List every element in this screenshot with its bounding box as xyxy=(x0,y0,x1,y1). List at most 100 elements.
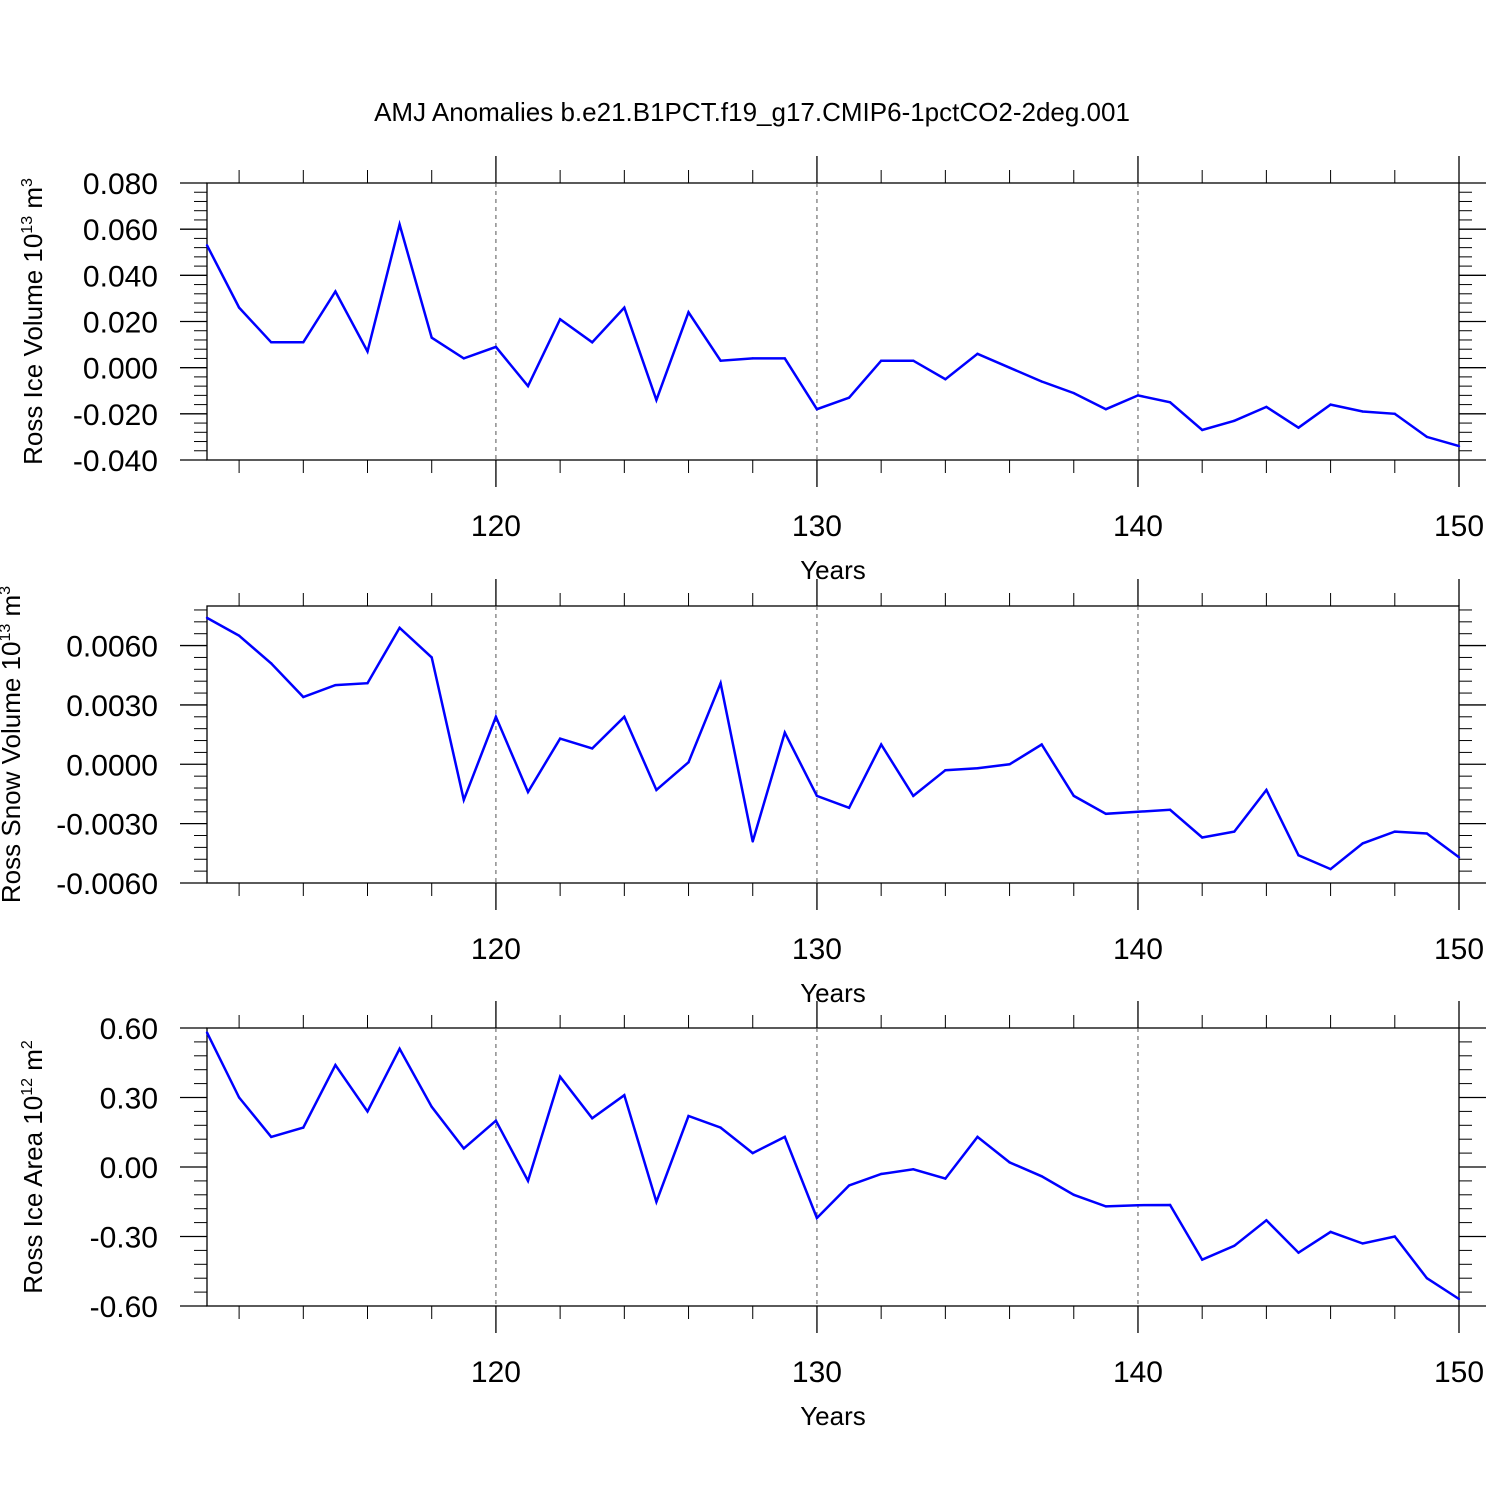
data-point xyxy=(655,1200,658,1203)
data-point xyxy=(1008,1161,1011,1164)
data-point xyxy=(1297,426,1300,429)
x-tick-label: 140 xyxy=(1113,510,1163,543)
data-point xyxy=(237,634,241,637)
plot-frame xyxy=(206,182,1460,461)
x-axis-title: Years xyxy=(800,1401,866,1431)
data-point xyxy=(1200,428,1204,432)
y-tick-label: -0.30 xyxy=(90,1222,158,1255)
y-tick-label: -0.0060 xyxy=(56,868,158,901)
data-point xyxy=(462,798,466,802)
data-point xyxy=(944,378,947,381)
data-point xyxy=(366,350,369,353)
data-point xyxy=(1168,808,1172,811)
data-point xyxy=(1265,405,1268,409)
data-point xyxy=(1200,1258,1204,1261)
data-point xyxy=(558,317,562,321)
data-point xyxy=(1136,1204,1140,1207)
x-axis-title: Years xyxy=(800,978,866,1008)
data-point xyxy=(1040,380,1043,383)
data-point xyxy=(1072,794,1075,798)
series-line xyxy=(206,616,1460,871)
data-point xyxy=(751,1151,754,1155)
data-point xyxy=(334,1063,337,1067)
plot-frame xyxy=(206,1027,1460,1307)
data-point xyxy=(1361,1242,1364,1245)
data-point xyxy=(205,244,209,247)
data-point xyxy=(205,616,209,620)
data-point xyxy=(270,1135,273,1139)
y-tick-label: -0.60 xyxy=(90,1291,158,1324)
y-tick-label: -0.0030 xyxy=(56,809,158,842)
y-tick-label: -0.020 xyxy=(73,399,158,432)
data-point xyxy=(623,715,626,718)
data-point xyxy=(815,1216,819,1220)
data-point xyxy=(783,1135,787,1139)
data-point xyxy=(687,1114,690,1118)
data-point xyxy=(1008,366,1011,369)
plot-frame xyxy=(206,605,1460,884)
y-axis-title: Ross Snow Volume 1013 m3 xyxy=(0,586,26,903)
data-point xyxy=(494,1119,498,1122)
data-point xyxy=(879,359,883,362)
data-point xyxy=(719,1126,722,1129)
data-point xyxy=(334,683,337,687)
data-point xyxy=(398,1047,401,1051)
data-point xyxy=(366,681,369,685)
y-tick-label: 0.000 xyxy=(83,353,158,386)
x-tick-label: 130 xyxy=(792,933,842,966)
data-point xyxy=(462,357,466,360)
data-point xyxy=(847,396,851,399)
data-point xyxy=(1072,391,1075,395)
data-point xyxy=(783,731,787,734)
data-point xyxy=(591,1117,594,1120)
data-point xyxy=(1168,401,1172,404)
data-point xyxy=(1457,856,1461,859)
data-point xyxy=(815,408,819,411)
data-point xyxy=(976,352,979,356)
data-point xyxy=(847,806,851,810)
data-point xyxy=(430,1105,433,1108)
x-tick-label: 140 xyxy=(1113,933,1163,966)
y-tick-label: 0.060 xyxy=(83,214,158,247)
data-point xyxy=(1393,1235,1396,1238)
y-tick-label: 0.040 xyxy=(83,260,158,293)
y-tick-label: 0.0060 xyxy=(66,631,158,664)
data-point xyxy=(302,341,305,344)
y-tick-label: 0.020 xyxy=(83,307,158,340)
data-point xyxy=(398,626,401,629)
series-line xyxy=(205,1032,1460,1301)
y-tick-label: 0.60 xyxy=(100,1013,158,1046)
data-point xyxy=(1136,394,1140,397)
data-point xyxy=(879,1172,883,1176)
data-point xyxy=(719,681,722,685)
x-tick-label: 120 xyxy=(471,1356,521,1389)
data-point xyxy=(751,357,754,360)
data-point xyxy=(1361,842,1364,845)
x-axis-title: Years xyxy=(800,555,866,585)
data-point xyxy=(1425,1277,1429,1280)
data-point xyxy=(623,306,626,309)
data-point xyxy=(687,311,690,314)
data-point xyxy=(237,306,241,309)
data-point xyxy=(462,1147,466,1150)
data-point xyxy=(655,398,658,402)
data-point xyxy=(526,790,530,794)
x-tick-label: 120 xyxy=(471,933,521,966)
chart-panel-1: 120 130 140 150 -0.040 -0.020 0.000 0.020 0.040 0… xyxy=(18,156,1486,585)
data-point xyxy=(1329,867,1332,871)
data-point xyxy=(623,1093,626,1097)
x-tick-label: 140 xyxy=(1113,1356,1163,1389)
data-point xyxy=(1361,410,1364,413)
data-point xyxy=(815,794,819,798)
data-point xyxy=(912,794,915,798)
data-point xyxy=(751,840,754,843)
chart-panel-3: 120 130 140 150 -0.60 -0.30 0.00 0.30 0.60 Years R… xyxy=(18,1001,1486,1431)
data-point xyxy=(719,359,722,362)
chart-title: AMJ Anomalies b.e21.B1PCT.f19_g17.CMIP6-… xyxy=(374,97,1130,127)
data-point xyxy=(1072,1193,1075,1197)
data-point xyxy=(1040,1175,1043,1178)
data-point xyxy=(302,1126,305,1129)
data-point xyxy=(1329,1230,1332,1234)
y-tick-label: 0.30 xyxy=(100,1083,158,1116)
data-point xyxy=(1425,832,1429,835)
